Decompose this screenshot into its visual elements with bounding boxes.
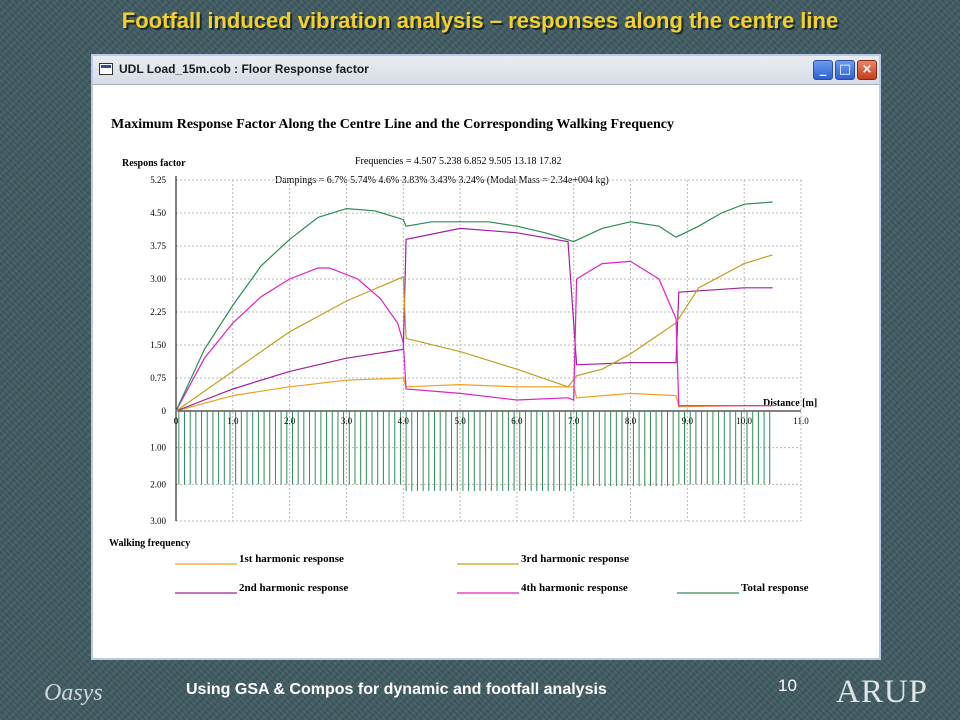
frequencies-annotation: Frequencies = 4.507 5.238 6.852 9.505 13… bbox=[355, 156, 561, 167]
series-line-4 bbox=[175, 260, 773, 412]
arup-logo: ARUP bbox=[836, 674, 929, 710]
y-tick-label: 3.75 bbox=[150, 241, 166, 251]
frequency-tick-label: 2.00 bbox=[150, 479, 166, 489]
legend-label: 3rd harmonic response bbox=[521, 553, 629, 565]
x-tick-label: 5.0 bbox=[454, 416, 466, 426]
y-tick-label: 1.50 bbox=[150, 340, 166, 350]
y-tick-label: 2.25 bbox=[150, 307, 166, 317]
maximize-button[interactable]: □ bbox=[835, 60, 855, 80]
y-axis-label: Respons factor bbox=[122, 158, 186, 169]
series-line-1 bbox=[175, 377, 773, 412]
footer-text: Using GSA & Compos for dynamic and footf… bbox=[186, 681, 607, 698]
app-icon bbox=[99, 63, 113, 75]
y-tick-label: 5.25 bbox=[150, 175, 166, 185]
x-axis-label: Distance [m] bbox=[763, 398, 817, 409]
minimize-button[interactable]: _ bbox=[813, 60, 833, 80]
floor-response-window: UDL Load_15m.cob : Floor Response factor… bbox=[91, 54, 881, 660]
x-tick-label: 8.0 bbox=[625, 416, 637, 426]
slide-title: Footfall induced vibration analysis – re… bbox=[121, 8, 839, 33]
legend-label: 2nd harmonic response bbox=[239, 582, 348, 594]
y-tick-label: 3.00 bbox=[150, 274, 166, 284]
close-button[interactable]: × bbox=[857, 60, 877, 80]
x-tick-label: 11.0 bbox=[793, 416, 809, 426]
x-tick-label: 9.0 bbox=[682, 416, 694, 426]
series-line-3 bbox=[175, 254, 773, 412]
x-tick-label: 6.0 bbox=[511, 416, 523, 426]
legend-label: 4th harmonic response bbox=[521, 582, 628, 594]
y-tick-label: 4.50 bbox=[150, 208, 166, 218]
x-tick-label: 10.0 bbox=[736, 416, 752, 426]
x-tick-label: 4.0 bbox=[398, 416, 410, 426]
legend-label: Total response bbox=[741, 582, 809, 594]
x-tick-label: 0 bbox=[174, 416, 179, 426]
legend-label: 1st harmonic response bbox=[239, 553, 344, 565]
y-tick-label: 0.75 bbox=[150, 373, 166, 383]
x-tick-label: 7.0 bbox=[568, 416, 580, 426]
chart-title: Maximum Response Factor Along the Centre… bbox=[111, 117, 674, 132]
page-number: 10 bbox=[778, 676, 797, 695]
response-chart: Maximum Response Factor Along the Centre… bbox=[109, 117, 817, 594]
walking-frequency-label: Walking frequency bbox=[109, 538, 190, 549]
x-tick-label: 2.0 bbox=[284, 416, 296, 426]
x-tick-label: 1.0 bbox=[227, 416, 239, 426]
frequency-tick-label: 1.00 bbox=[150, 443, 166, 453]
series-line-5 bbox=[175, 201, 773, 412]
window-titlebar[interactable]: UDL Load_15m.cob : Floor Response factor… bbox=[93, 56, 879, 85]
x-tick-label: 3.0 bbox=[341, 416, 353, 426]
frequency-tick-label: 3.00 bbox=[150, 516, 166, 526]
series-line-2 bbox=[175, 227, 773, 412]
window-title: UDL Load_15m.cob : Floor Response factor bbox=[119, 62, 369, 76]
oasys-logo: Oasys bbox=[44, 680, 103, 706]
y-tick-label: 0 bbox=[162, 406, 167, 416]
